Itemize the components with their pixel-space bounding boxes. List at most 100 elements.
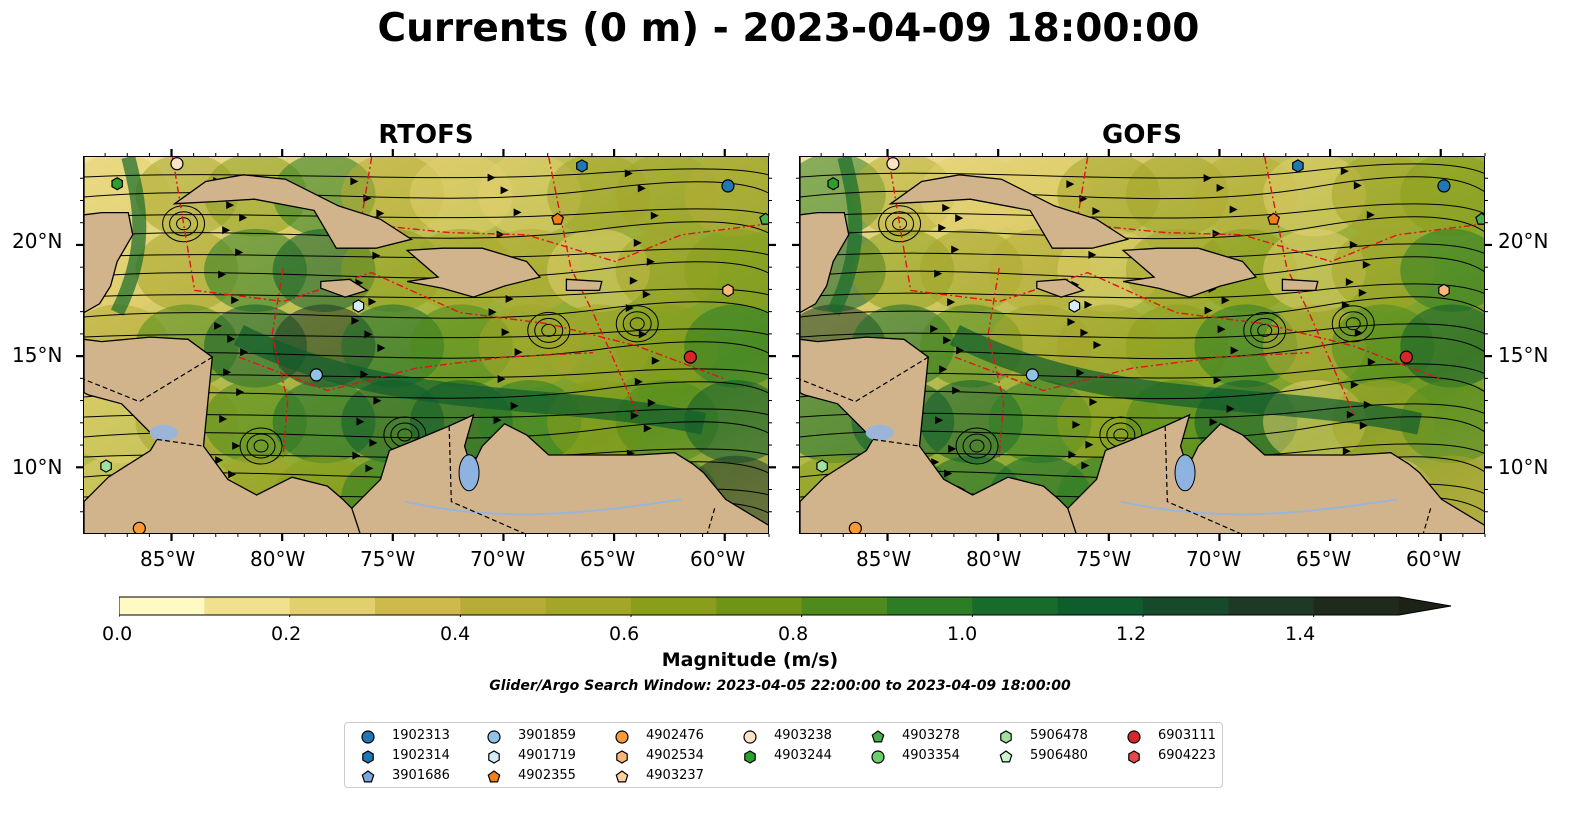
float-marker-4902355 bbox=[1267, 212, 1281, 225]
colorbar-tick-label: 0.8 bbox=[778, 623, 809, 645]
gofs-map bbox=[799, 156, 1485, 534]
float-marker-4903244 bbox=[111, 177, 124, 191]
float-marker-4902476 bbox=[848, 521, 862, 533]
legend-marker-icon bbox=[743, 730, 757, 744]
float-marker-1902314 bbox=[576, 159, 588, 173]
lon-label: 75°W bbox=[1076, 547, 1132, 571]
lat-label: 10°N bbox=[12, 455, 63, 479]
legend-label: 4902534 bbox=[646, 748, 704, 763]
legend-marker-icon bbox=[615, 770, 629, 783]
legend-marker-icon bbox=[361, 770, 375, 783]
legend-marker-icon bbox=[487, 730, 501, 744]
legend-label: 4903237 bbox=[646, 768, 704, 783]
float-marker-3901859 bbox=[1025, 368, 1039, 382]
colorbar-bin bbox=[972, 597, 1059, 615]
float-marker-3901859 bbox=[309, 368, 323, 382]
float-marker-5906478 bbox=[100, 459, 112, 473]
panel-title-gofs: GOFS bbox=[1102, 120, 1182, 150]
colorbar-tick-label: 0.0 bbox=[102, 623, 133, 645]
float-legend: 1902313 1902314 3901686 3901859 4901719 49023… bbox=[344, 722, 1223, 788]
search-window-text: Glider/Argo Search Window: 2023-04-05 22… bbox=[489, 678, 1071, 694]
colorbar-bin bbox=[460, 597, 547, 615]
float-marker-1902313 bbox=[1437, 179, 1451, 193]
colorbar-bin bbox=[631, 597, 717, 615]
legend-label: 4903238 bbox=[774, 728, 832, 743]
colorbar-tick-label: 0.6 bbox=[609, 623, 640, 645]
lon-label: 70°W bbox=[1186, 547, 1242, 571]
float-marker-1902313 bbox=[721, 179, 735, 193]
colorbar-bin bbox=[545, 597, 632, 615]
lat-label: 20°N bbox=[12, 229, 63, 253]
colorbar-tick-label: 0.2 bbox=[271, 623, 302, 645]
lat-label: 10°N bbox=[1498, 455, 1549, 479]
float-marker-6903111 bbox=[1399, 350, 1413, 364]
legend-marker-icon bbox=[488, 750, 500, 764]
legend-label: 5906480 bbox=[1030, 748, 1088, 763]
legend-marker-icon bbox=[487, 770, 501, 783]
lon-label: 65°W bbox=[580, 547, 636, 571]
colorbar-bin bbox=[119, 597, 205, 615]
colorbar-bin bbox=[887, 597, 973, 615]
legend-marker-icon bbox=[616, 750, 628, 764]
colorbar-tick-label: 1.2 bbox=[1116, 623, 1147, 645]
legend-marker-icon bbox=[1127, 730, 1141, 744]
legend-label: 6904223 bbox=[1158, 748, 1216, 763]
legend-label: 4903278 bbox=[902, 728, 960, 743]
lon-label: 80°W bbox=[250, 547, 306, 571]
legend-label: 4903354 bbox=[902, 748, 960, 763]
legend-marker-icon bbox=[1128, 750, 1140, 764]
float-marker-4902534 bbox=[722, 283, 734, 298]
legend-label: 4901719 bbox=[518, 748, 576, 763]
lat-label: 15°N bbox=[12, 343, 63, 367]
lon-label: 60°W bbox=[690, 547, 746, 571]
float-marker-4903244 bbox=[827, 177, 840, 191]
lon-label: 85°W bbox=[856, 547, 912, 571]
legend-marker-icon bbox=[362, 750, 374, 764]
legend-marker-icon bbox=[744, 750, 756, 764]
legend-marker-icon bbox=[1000, 730, 1012, 744]
float-marker-6903111 bbox=[683, 350, 697, 364]
legend-label: 1902314 bbox=[392, 748, 450, 763]
panel-title-rtofs: RTOFS bbox=[378, 120, 474, 150]
float-marker-4903238 bbox=[886, 157, 900, 171]
lat-label: 20°N bbox=[1498, 229, 1549, 253]
lon-label: 60°W bbox=[1406, 547, 1462, 571]
colorbar bbox=[119, 596, 1452, 617]
colorbar-tick-label: 1.0 bbox=[947, 623, 978, 645]
float-marker-4901719 bbox=[1068, 299, 1081, 313]
colorbar-title: Magnitude (m/s) bbox=[661, 649, 839, 671]
colorbar-bin bbox=[1143, 597, 1229, 615]
float-marker-4903238 bbox=[170, 157, 184, 171]
legend-label: 5906478 bbox=[1030, 728, 1088, 743]
colorbar-bin bbox=[1228, 597, 1315, 615]
legend-label: 4902476 bbox=[646, 728, 704, 743]
colorbar-bin bbox=[204, 597, 291, 615]
colorbar-bin bbox=[1057, 597, 1144, 615]
lon-label: 70°W bbox=[470, 547, 526, 571]
colorbar-bin bbox=[289, 597, 376, 615]
legend-marker-icon bbox=[615, 730, 629, 744]
legend-label: 4903244 bbox=[774, 748, 832, 763]
figure-title: Currents (0 m) - 2023-04-09 18:00:00 bbox=[377, 6, 1200, 51]
float-marker-4901719 bbox=[352, 299, 365, 313]
legend-label: 1902313 bbox=[392, 728, 450, 743]
colorbar-tick-label: 1.4 bbox=[1285, 623, 1316, 645]
lon-label: 75°W bbox=[360, 547, 416, 571]
float-marker-4902355 bbox=[551, 212, 565, 225]
lat-label: 15°N bbox=[1498, 343, 1549, 367]
colorbar-bin bbox=[375, 597, 461, 615]
float-marker-4902476 bbox=[132, 521, 146, 533]
rtofs-map bbox=[83, 156, 769, 534]
float-marker-4903278 bbox=[759, 212, 768, 225]
colorbar-bin bbox=[1313, 597, 1400, 615]
colorbar-bin bbox=[716, 597, 803, 615]
legend-marker-icon bbox=[871, 750, 885, 764]
legend-marker-icon bbox=[871, 730, 885, 743]
lon-label: 65°W bbox=[1296, 547, 1352, 571]
lon-label: 85°W bbox=[140, 547, 196, 571]
legend-marker-icon bbox=[999, 750, 1013, 763]
float-marker-4903278 bbox=[1475, 212, 1484, 225]
legend-marker-icon bbox=[361, 730, 375, 744]
float-marker-4902534 bbox=[1438, 283, 1450, 298]
colorbar-bin bbox=[801, 597, 888, 615]
